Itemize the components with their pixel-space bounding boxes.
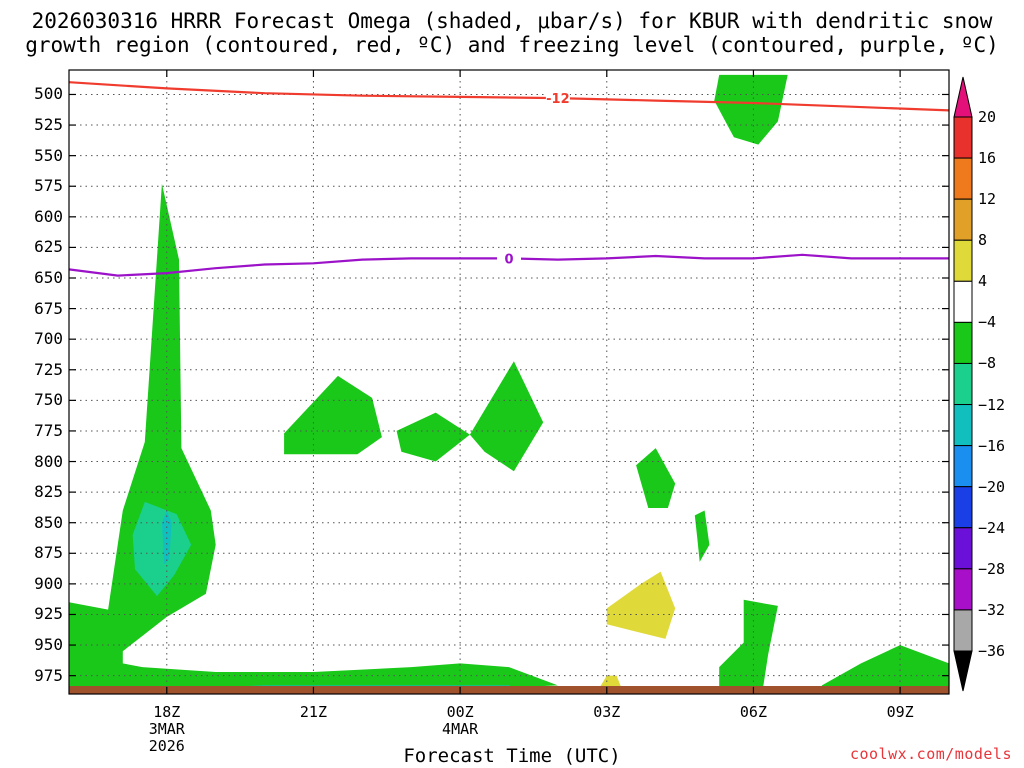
x-tick-label: 09Z xyxy=(886,703,914,721)
credit-link[interactable]: coolwx.com/models xyxy=(849,745,1012,763)
colorbar-swatch xyxy=(953,280,973,323)
contour-label-bg xyxy=(497,250,521,267)
y-tick-label: 600 xyxy=(34,206,63,226)
contour-line--12 xyxy=(68,81,950,112)
y-tick-label: 925 xyxy=(34,604,63,624)
omega-region-0 xyxy=(69,183,558,695)
y-tick-label: 800 xyxy=(34,451,63,471)
colorbar-swatch xyxy=(953,609,973,652)
omega-region-2 xyxy=(161,510,172,565)
omega-region-8 xyxy=(636,448,676,508)
colorbar-level-label: 16 xyxy=(978,149,997,168)
colorbar-swatch xyxy=(953,116,973,159)
colorbar-swatch xyxy=(953,486,973,529)
x-tick-label: 21Z xyxy=(299,703,327,721)
colorbar-swatch xyxy=(953,362,973,406)
colorbar-swatch xyxy=(953,568,973,611)
colorbar-level-label: 4 xyxy=(978,272,988,291)
colorbar xyxy=(953,76,973,692)
omega-region-9 xyxy=(694,510,710,562)
colorbar-level-label: −16 xyxy=(978,436,1006,455)
omega-region-10 xyxy=(719,599,778,687)
x-tick-label: 18Z 3MAR 2026 xyxy=(148,703,185,755)
omega-region-6 xyxy=(396,412,470,462)
temperature-contours: -12 0 xyxy=(68,81,950,277)
y-tick-label: 675 xyxy=(34,298,63,318)
colorbar-level-label: −28 xyxy=(978,559,1006,578)
omega-region-1 xyxy=(132,501,192,597)
y-tick-label: 525 xyxy=(34,115,63,135)
colorbar-level-label: −4 xyxy=(978,313,997,332)
x-tick-label: 00Z 4MAR xyxy=(442,703,479,738)
y-tick-label: 975 xyxy=(34,665,63,685)
x-axis-title: Forecast Time (UTC) xyxy=(403,745,621,767)
y-tick-label: 850 xyxy=(34,512,63,532)
colorbar-bottom-arrow xyxy=(953,650,973,692)
y-tick-label: 650 xyxy=(34,268,63,287)
colorbar-level-label: 20 xyxy=(978,108,997,126)
x-tick-label: 03Z xyxy=(593,703,621,721)
y-tick-label: 725 xyxy=(34,359,63,379)
contour-label-bg xyxy=(545,90,570,107)
colorbar-level-label: −36 xyxy=(978,642,1006,660)
colorbar-level-label: −8 xyxy=(978,354,997,373)
colorbar-swatch xyxy=(953,157,973,200)
y-tick-label: 750 xyxy=(34,390,63,410)
y-tick-label: 950 xyxy=(34,635,63,655)
colorbar-swatch xyxy=(953,527,973,570)
omega-shading xyxy=(69,74,949,695)
colorbar-swatch xyxy=(953,239,973,282)
grid-lines xyxy=(69,70,949,694)
omega-region-7 xyxy=(469,361,544,472)
colorbar-top-arrow xyxy=(953,76,973,118)
colorbar-level-label: −32 xyxy=(978,600,1006,619)
y-tick-label: 825 xyxy=(34,482,63,502)
plot-frame xyxy=(68,69,950,695)
y-tick-label: 775 xyxy=(34,420,63,440)
y-tick-label: 500 xyxy=(34,84,63,104)
chart-title-line-1: 2026030316 HRRR Forecast Omega (shaded, … xyxy=(31,9,993,33)
ground-layer xyxy=(69,686,949,694)
x-tick-label: 06Z xyxy=(739,703,767,721)
axis-ticks xyxy=(69,70,949,694)
colorbar-swatch xyxy=(953,321,973,364)
colorbar-level-label: −20 xyxy=(978,477,1006,496)
colorbar-level-label: 8 xyxy=(978,231,988,250)
y-tick-label: 575 xyxy=(34,176,63,196)
colorbar-level-label: −24 xyxy=(978,518,1006,537)
y-tick-label: 625 xyxy=(34,237,63,257)
colorbar-level-label: −12 xyxy=(978,395,1006,414)
omega-region-12 xyxy=(606,571,676,639)
colorbar-swatch xyxy=(953,445,973,488)
y-tick-label: 900 xyxy=(34,573,63,593)
omega-region-4 xyxy=(714,74,788,145)
contour-label-0: 0 xyxy=(504,252,513,267)
colorbar-swatch xyxy=(953,198,973,241)
colorbar-level-label: 12 xyxy=(978,190,997,209)
colorbar-swatch xyxy=(953,404,973,447)
omega-region-5 xyxy=(284,375,382,455)
contour-label--12: -12 xyxy=(546,92,570,107)
y-tick-label: 700 xyxy=(34,329,63,349)
omega-region-11 xyxy=(821,645,949,688)
y-tick-label: 875 xyxy=(34,543,63,563)
y-tick-label: 550 xyxy=(34,145,63,165)
chart-title-line-2: growth region (contoured, red, ºC) and f… xyxy=(25,33,999,57)
ground-surface-bar xyxy=(69,686,949,694)
omega-region-13 xyxy=(599,675,622,688)
